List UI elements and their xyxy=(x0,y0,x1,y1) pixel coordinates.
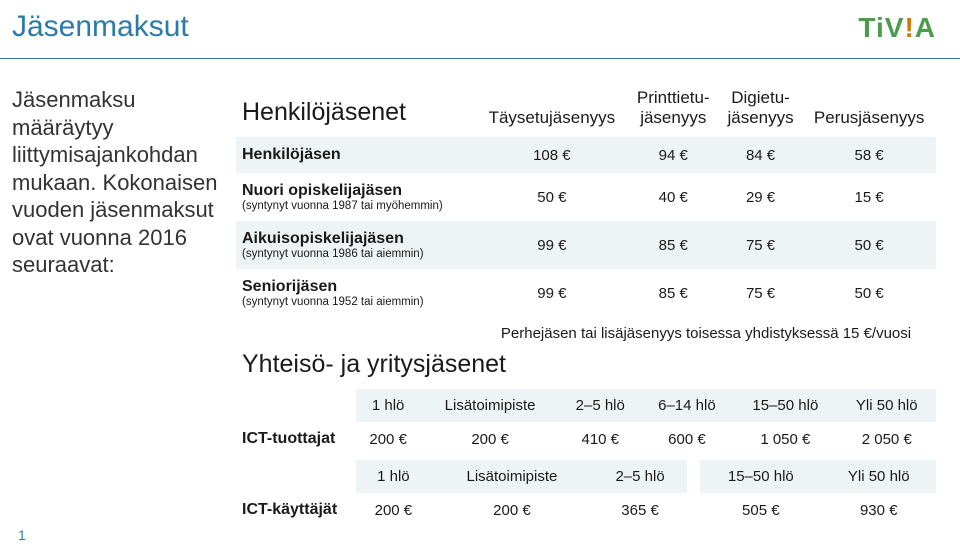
col-header: 6–14 hlö xyxy=(641,389,734,422)
cell: 200 € xyxy=(431,493,593,527)
logo-dot-icon: ! xyxy=(904,12,914,43)
col-header xyxy=(236,460,356,493)
cell: 108 € xyxy=(476,137,628,173)
cell: 75 € xyxy=(719,221,803,269)
cell: 50 € xyxy=(802,269,936,317)
table-header-row: Henkilöjäsenet Täysetujäsenyys Printtiet… xyxy=(236,82,936,137)
personal-members-table: Henkilöjäsenet Täysetujäsenyys Printtiet… xyxy=(236,82,936,346)
cell: 930 € xyxy=(821,493,936,527)
col-header: Yli 50 hlö xyxy=(838,389,936,422)
col-header: 1 hlö xyxy=(356,460,431,493)
cell: 99 € xyxy=(476,269,628,317)
logo-letter: V xyxy=(885,12,905,43)
cell: 29 € xyxy=(719,173,803,221)
cell: 200 € xyxy=(356,422,420,456)
row-label: ICT-käyttäjät xyxy=(236,493,356,527)
cell: 84 € xyxy=(719,137,803,173)
cell: 58 € xyxy=(802,137,936,173)
row-label: Aikuisopiskelijajäsen xyxy=(242,230,404,247)
ict-users-table: 1 hlö Lisätoimipiste 2–5 hlö 15–50 hlö Y… xyxy=(236,460,936,527)
cell: 50 € xyxy=(802,221,936,269)
col-header: 15–50 hlö xyxy=(733,389,837,422)
cell xyxy=(687,493,700,527)
cell: 85 € xyxy=(628,221,719,269)
col-header: Täysetujäsenyys xyxy=(476,82,628,137)
col-header: 2–5 hlö xyxy=(560,389,641,422)
tivia-logo: TiV!A xyxy=(858,12,936,44)
col-header: 1 hlö xyxy=(356,389,420,422)
col-header: Digietu-jäsenyys xyxy=(719,82,803,137)
cell: 75 € xyxy=(719,269,803,317)
col-header: 15–50 hlö xyxy=(700,460,821,493)
page-title: Jäsenmaksut xyxy=(12,10,189,44)
table-row: Aikuisopiskelijajäsen(syntynyt vuonna 19… xyxy=(236,221,936,269)
cell: 99 € xyxy=(476,221,628,269)
cell: 85 € xyxy=(628,269,719,317)
cell: 410 € xyxy=(560,422,641,456)
cell: 40 € xyxy=(628,173,719,221)
table-row: Seniorijäsen(syntynyt vuonna 1952 tai ai… xyxy=(236,269,936,317)
col-header: 2–5 hlö xyxy=(593,460,687,493)
cell: 15 € xyxy=(802,173,936,221)
footnote-row: Perhejäsen tai lisäjäsenyys toisessa yhd… xyxy=(236,317,936,346)
header-rule xyxy=(0,58,960,59)
table-header-row: 1 hlö Lisätoimipiste 2–5 hlö 6–14 hlö 15… xyxy=(236,389,936,422)
table-row: Henkilöjäsen 108 € 94 € 84 € 58 € xyxy=(236,137,936,173)
cell: 200 € xyxy=(356,493,431,527)
cell: 600 € xyxy=(641,422,734,456)
row-sublabel: (syntynyt vuonna 1986 tai aiemmin) xyxy=(242,248,472,260)
col-header: Perusjäsenyys xyxy=(802,82,936,137)
intro-text: Jäsenmaksu määräytyy liittymisajankohdan… xyxy=(12,86,222,279)
cell: 200 € xyxy=(420,422,560,456)
row-label: Henkilöjäsen xyxy=(242,146,341,163)
page-number: 1 xyxy=(18,527,26,543)
cell: 365 € xyxy=(593,493,687,527)
section2-title: Yhteisö- ja yritysjäsenet xyxy=(236,346,936,389)
cell: 505 € xyxy=(700,493,821,527)
col-header xyxy=(687,460,700,493)
row-sublabel: (syntynyt vuonna 1952 tai aiemmin) xyxy=(242,296,472,308)
col-header: Lisätoimipiste xyxy=(420,389,560,422)
col-header: Lisätoimipiste xyxy=(431,460,593,493)
logo-letter: T xyxy=(858,12,876,43)
row-label: Seniorijäsen xyxy=(242,278,337,295)
cell: 1 050 € xyxy=(733,422,837,456)
logo-letter: i xyxy=(876,12,885,43)
table-row: ICT-käyttäjät 200 € 200 € 365 € 505 € 93… xyxy=(236,493,936,527)
col-header xyxy=(236,389,356,422)
row-sublabel: (syntynyt vuonna 1987 tai myöhemmin) xyxy=(242,200,472,212)
cell: 50 € xyxy=(476,173,628,221)
col-header: Henkilöjäsenet xyxy=(236,82,476,137)
col-header: Yli 50 hlö xyxy=(821,460,936,493)
footnote: Perhejäsen tai lisäjäsenyys toisessa yhd… xyxy=(476,317,936,346)
table-header-row: 1 hlö Lisätoimipiste 2–5 hlö 15–50 hlö Y… xyxy=(236,460,936,493)
table-row: ICT-tuottajat 200 € 200 € 410 € 600 € 1 … xyxy=(236,422,936,456)
cell: 2 050 € xyxy=(838,422,936,456)
row-label: Nuori opiskelijajäsen xyxy=(242,182,402,199)
logo-letter: A xyxy=(915,12,936,43)
cell: 94 € xyxy=(628,137,719,173)
col-header: Printtietu-jäsenyys xyxy=(628,82,719,137)
ict-producers-table: 1 hlö Lisätoimipiste 2–5 hlö 6–14 hlö 15… xyxy=(236,389,936,456)
row-label: ICT-tuottajat xyxy=(236,422,356,456)
tables-container: Henkilöjäsenet Täysetujäsenyys Printtiet… xyxy=(236,82,936,531)
table-row: Nuori opiskelijajäsen(syntynyt vuonna 19… xyxy=(236,173,936,221)
